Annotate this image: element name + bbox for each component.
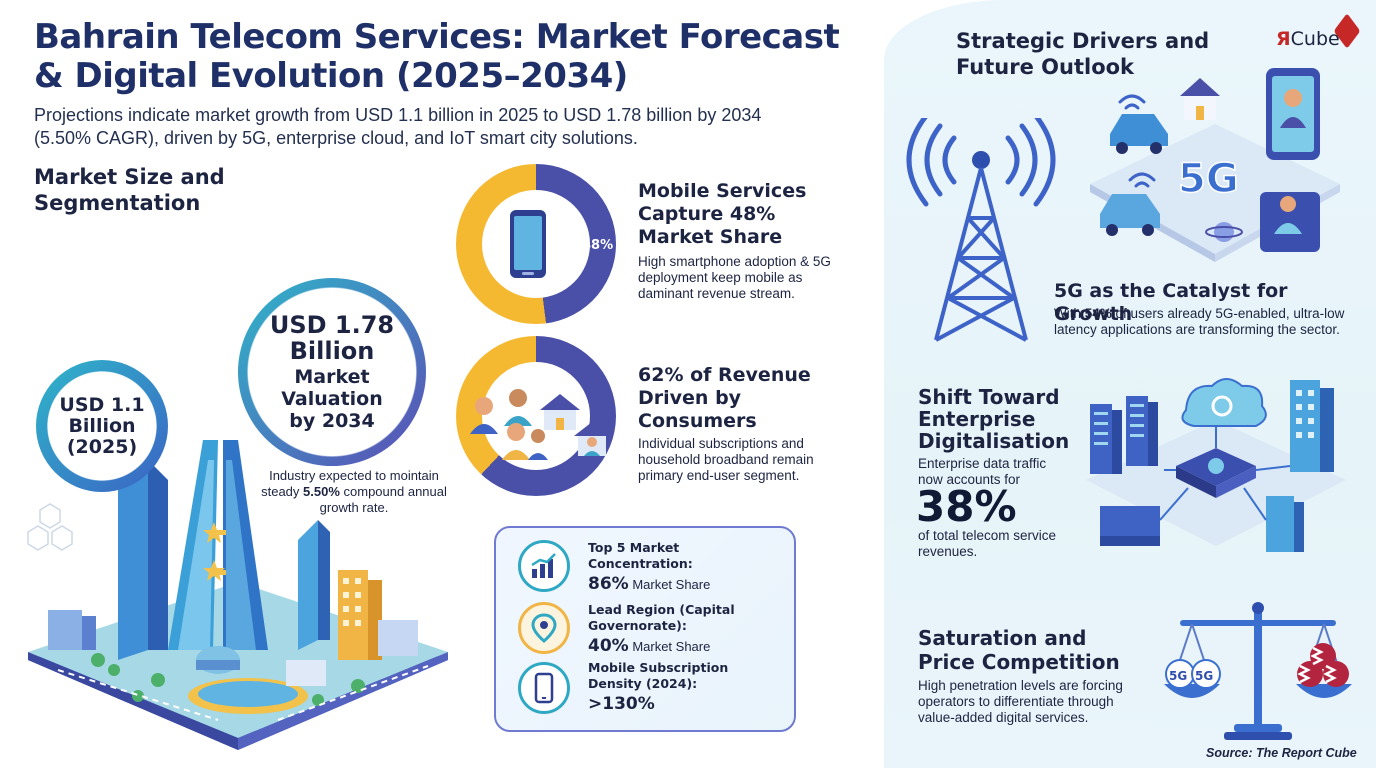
strategic-heading: Strategic Drivers and Future Outlook	[956, 29, 1210, 79]
growth-note: Industry expected to mointain steady 5.5…	[254, 468, 454, 516]
growth-note-suffix: compound annual growth rate.	[319, 484, 447, 515]
market-heading: Market Size and Segmentation	[34, 165, 225, 215]
enterprise-title: Shift Toward Enterprise Digitalisation	[918, 385, 1070, 453]
page-subtitle: Projections indicate market growth from …	[34, 105, 762, 148]
page-title: Bahrain Telecom Services: Market Forecas…	[34, 17, 840, 96]
growth-rate: 5.50%	[303, 484, 340, 499]
market-2034-label: Market Valuation by 2034	[281, 366, 383, 432]
market-2034-circle: USD 1.78 Billion Market Valuation by 203…	[238, 278, 426, 466]
market-2025-value: USD 1.1 Billion (2025)	[59, 393, 145, 458]
catalyst-text-rest: of users already 5G-enabled, ultra-low l…	[1054, 306, 1345, 337]
catalyst-percent: 54%	[1084, 306, 1112, 321]
stat-density-label: Mobile Subscription Density (2024):	[588, 660, 729, 691]
stat-region-label: Lead Region (Capital Governorate):	[588, 602, 735, 633]
stat-concentration-number: 86%	[588, 574, 629, 594]
family-house-icon	[470, 389, 610, 460]
mobile-title: Mobile Services Capture 48% Market Share	[638, 180, 807, 248]
bar-chart-icon	[518, 540, 570, 592]
saturation-title: Saturation and Price Competition	[918, 626, 1120, 674]
source-credit: Source: The Report Cube	[1206, 746, 1357, 760]
stat-concentration-label: Top 5 Market Concentration:	[588, 540, 693, 571]
catalyst-text-prefix: With	[1054, 306, 1085, 321]
map-pin-icon	[518, 602, 570, 654]
growth-note-prefix: Industry expected to mointain steady	[261, 468, 439, 499]
5g-badge-text: 5G	[1178, 156, 1239, 202]
smartphone-icon	[510, 210, 546, 278]
brand-logo-text: Cube	[1290, 28, 1340, 50]
scale-badge-left-text: 5G	[1169, 669, 1187, 683]
enterprise-share: 38%	[916, 482, 1017, 531]
stat-region-number: 40%	[588, 636, 629, 656]
consumers-text: Individual subscriptions and household b…	[638, 436, 814, 483]
catalyst-text: With 54% of users already 5G-enabled, ul…	[1054, 306, 1364, 338]
cloud-data-center-illustration	[1086, 378, 1346, 552]
stat-region-unit: Market Share	[628, 639, 711, 654]
brand-logo: ЯCube	[1276, 28, 1340, 50]
stat-concentration-unit: Market Share	[628, 577, 711, 592]
consumers-title: 62% of Revenue Driven by Consumers	[638, 364, 811, 432]
stat-region-value: 40% Market Share	[588, 636, 778, 657]
stat-concentration-value: 86% Market Share	[588, 574, 778, 595]
cell-tower-icon	[906, 118, 1056, 342]
stat-density-value: >130%	[588, 694, 778, 715]
scale-badge-right-text: 5G	[1195, 669, 1213, 683]
enterprise-text-2: of total telecom service revenues.	[918, 528, 1057, 559]
mobile-share-donut	[456, 164, 616, 324]
balance-scale-icon: 5G 5G	[1164, 602, 1352, 740]
market-2034-value: USD 1.78 Billion	[269, 311, 395, 365]
stat-density-number: >130%	[588, 694, 655, 714]
saturation-text: High penetration levels are forcing oper…	[918, 678, 1123, 725]
market-2025-circle: USD 1.1 Billion (2025)	[36, 360, 168, 492]
mobile-share-label: 48%	[582, 238, 614, 253]
catalyst-title: 5G as the Catalyst for Growth	[1054, 280, 1288, 325]
phone-icon	[518, 662, 570, 714]
5g-connected-city-illustration: 5G	[1090, 68, 1340, 262]
city-skyline-illustration	[27, 440, 448, 750]
brand-logo-r: Я	[1276, 28, 1291, 50]
enterprise-text-1: Enterprise data traffic now accounts for	[918, 456, 1047, 487]
mobile-text: High smartphone adoption & 5G deployment…	[638, 254, 831, 301]
